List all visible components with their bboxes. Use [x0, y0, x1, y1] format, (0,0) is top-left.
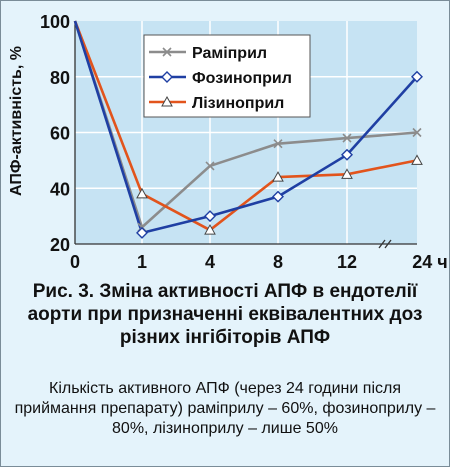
x-tick-label: 12	[337, 252, 357, 272]
data-point-series-3	[136, 187, 148, 199]
y-axis-title-box: АПФ-активність, %	[4, 26, 30, 216]
legend-marker-2	[161, 71, 173, 83]
data-point-series-3	[204, 224, 216, 235]
data-point-series-1	[205, 161, 215, 171]
data-point-series-2	[136, 226, 148, 239]
data-point-series-3	[411, 154, 423, 165]
x-tick-label: 4	[205, 252, 215, 272]
y-tick-label: 20	[50, 235, 70, 255]
figure-caption-title: Рис. 3. Зміна активності АПФ в ендотелії…	[27, 281, 423, 348]
x-tick-label: 1	[137, 252, 147, 272]
x-tick-label: 24 ч	[412, 252, 447, 272]
series-line-1	[73, 20, 418, 229]
y-tick-label: 60	[50, 124, 70, 144]
x-tick-label: 8	[273, 252, 283, 272]
data-point-series-1	[342, 133, 352, 143]
x-tick-label: 0	[70, 252, 80, 272]
axis-break-mark	[378, 239, 392, 249]
y-tick-label: 80	[50, 68, 70, 88]
legend-label-3: Лізиноприл	[192, 95, 284, 112]
series-line-3	[73, 20, 418, 232]
data-point-series-2	[341, 148, 353, 161]
data-point-series-3	[341, 168, 353, 179]
data-point-series-2	[411, 70, 423, 83]
data-point-series-1	[273, 139, 283, 149]
data-point-series-1	[412, 127, 422, 138]
line-chart: 20 40 60 80 100 0 1 4 8 12 24 ч Раміприл Фозиноприл Л…	[40, 12, 448, 272]
legend-label-1: Раміприл	[192, 45, 267, 62]
data-point-series-3	[272, 171, 284, 182]
series-line-2	[73, 20, 418, 235]
figure-caption-note: Кількість активного АПФ (через 24 години…	[14, 380, 436, 437]
y-tick-label: 100	[40, 12, 70, 32]
data-point-series-2	[272, 190, 284, 203]
y-axis-title: АПФ-активність, %	[8, 45, 26, 197]
legend-label-2: Фозиноприл	[192, 70, 292, 87]
legend-marker-1	[162, 47, 172, 57]
y-tick-label: 40	[50, 179, 70, 199]
legend-marker-3	[161, 95, 173, 107]
data-point-series-2	[204, 210, 216, 223]
